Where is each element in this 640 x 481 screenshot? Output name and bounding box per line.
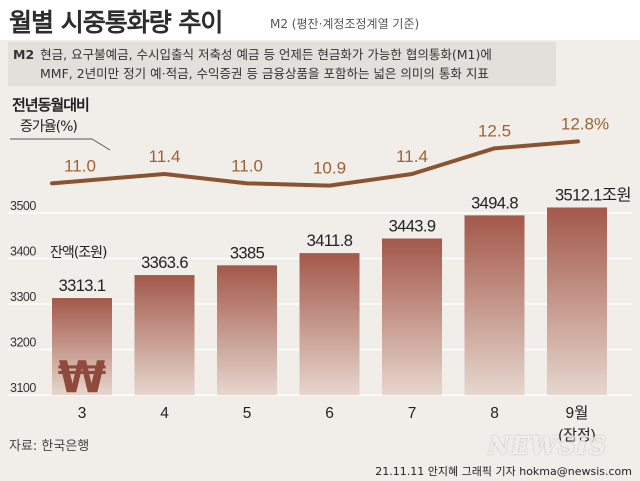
bar-axis-label: 잔액(조원) <box>50 245 107 261</box>
line-value-label: 11.0 <box>64 156 96 175</box>
newsis-watermark: NEWSIS <box>488 431 608 460</box>
source-note: 자료: 한국은행 <box>9 439 90 454</box>
line-value-label: 12.8% <box>561 114 609 133</box>
x-tick-note: (잠정) <box>558 427 596 444</box>
bar-value-label: 3385 <box>230 244 265 262</box>
y-tick-label: 3200 <box>10 336 36 350</box>
y-tick-label: 3100 <box>10 381 36 395</box>
y-tick-label: 3400 <box>10 245 36 259</box>
bar <box>217 265 277 395</box>
bar-value-label: 3363.6 <box>141 254 188 272</box>
header-bar: 월별 시중통화량 추이 M2 (평잔·계정조정계열 기준) <box>0 0 640 40</box>
bar <box>134 275 195 395</box>
x-tick-label: 8 <box>490 405 499 422</box>
line-value-label: 11.0 <box>231 156 263 175</box>
line-axis-label-1: 전년동월대비 <box>12 96 89 114</box>
line-axis-label-2: 증가율(%) <box>20 119 77 135</box>
definition-box: M2 현금, 요구불예금, 수시입출식 저축성 예금 등 언제든 현금화가 가능한… <box>8 42 556 86</box>
bar-value-label: 3494.8 <box>471 194 518 212</box>
y-tick-label: 3500 <box>10 199 36 213</box>
x-tick-label: 5 <box>243 405 252 422</box>
definition-line-2: MMF, 2년미만 정기 예·적금, 수익증권 등 금융상품을 포함하는 넓은 … <box>40 66 489 81</box>
growth-rate-line <box>50 139 580 188</box>
line-value-label: 11.4 <box>396 147 428 166</box>
bar <box>52 298 112 395</box>
won-symbol-icon: ₩ <box>58 352 107 403</box>
bar-value-label: 3313.1 <box>59 277 106 295</box>
x-tick-label: 4 <box>160 405 169 422</box>
bar <box>299 253 360 395</box>
page-title: 월별 시중통화량 추이 <box>9 8 223 37</box>
line-label-leader <box>91 138 111 151</box>
bar <box>382 238 442 395</box>
bar <box>464 215 525 395</box>
definition-line-1: M2 현금, 요구불예금, 수시입출식 저축성 예금 등 언제든 현금화가 가능한… <box>13 45 492 65</box>
line-value-label: 11.4 <box>149 147 181 166</box>
line-value-label: 12.5 <box>478 121 511 140</box>
x-tick-label: 7 <box>408 405 417 422</box>
bar-value-label: 3443.9 <box>389 218 436 236</box>
bar-value-label: 3512.1조원 <box>555 185 631 204</box>
bar-value-label: 3411.8 <box>307 232 353 250</box>
bar <box>547 207 607 395</box>
definition-text-1: 현금, 요구불예금, 수시입출식 저축성 예금 등 언제든 현금화가 가능한 협… <box>40 47 492 62</box>
credit-line: 21.11.11 안지혜 그래픽 기자 hokma@newsis.com <box>375 465 632 478</box>
bar-unit-label: 조원 <box>602 185 631 204</box>
line-value-label: 10.9 <box>313 159 346 178</box>
y-tick-label: 3300 <box>10 290 36 304</box>
page-subtitle: M2 (평잔·계정조정계열 기준) <box>270 17 420 31</box>
definition-tag: M2 <box>13 47 35 62</box>
x-tick-label: 3 <box>78 405 87 422</box>
x-tick-label: 9월 <box>566 404 589 422</box>
x-tick-label: 6 <box>325 405 334 422</box>
line-unit-label: % <box>594 114 609 133</box>
